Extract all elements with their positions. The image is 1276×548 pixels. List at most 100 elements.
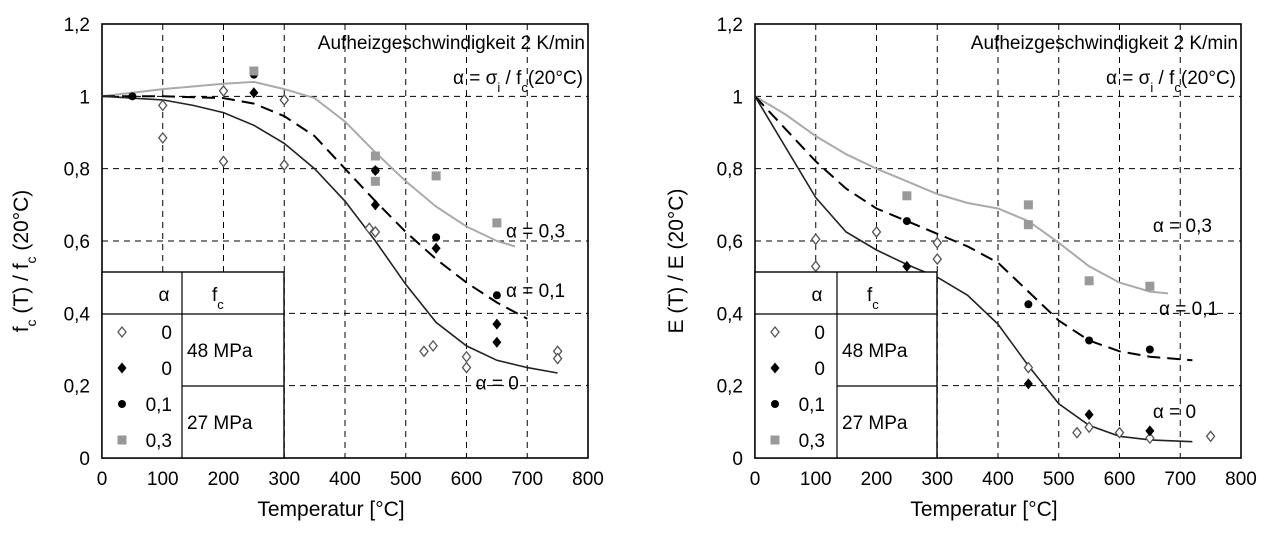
legend-table: α fc 0 0 0,1 0,3 48 MPa 27 MPa — [101, 271, 285, 459]
legend-marker-filled-circle — [771, 400, 779, 408]
alpha-definition: α = σi / fc(20°C) — [453, 68, 583, 95]
legend-marker-filled-circle — [118, 400, 126, 408]
y-tick-label: 1 — [732, 87, 743, 108]
data-point-open-diamond — [370, 225, 381, 238]
heating-rate-note: Aufheizgeschwindigkeit 2 K/min — [971, 33, 1238, 54]
legend-marker-filled-diamond — [770, 362, 780, 374]
legend-alpha-value: 0,3 — [146, 431, 172, 452]
legend-alpha-value: 0,1 — [146, 395, 172, 416]
curve-label: α = 0 — [476, 373, 519, 394]
x-tick-label: 300 — [268, 469, 300, 490]
x-tick-label: 600 — [451, 469, 483, 490]
x-tick-label: 800 — [1225, 469, 1257, 490]
data-point-filled-diamond — [1145, 425, 1155, 437]
data-point-open-diamond — [810, 260, 821, 273]
data-point-filled-circle — [128, 92, 137, 101]
data-point-filled-diamond — [431, 242, 441, 254]
legend-alpha-value: 0 — [161, 323, 172, 344]
left-chart-panel: 0 100 200 300 400 500 600 700 800 0 0,2 0,4 0,6 0,8 1 1… — [10, 15, 604, 521]
y-tick-label: 0,2 — [64, 377, 90, 398]
data-point-open-diamond — [364, 222, 375, 235]
y-tick-label: 0 — [732, 449, 743, 470]
data-point-filled-diamond — [1084, 409, 1094, 421]
data-point-filled-circle — [432, 233, 441, 242]
curve-solid-gray — [101, 80, 516, 248]
data-point-open-diamond — [461, 350, 472, 363]
data-point-gray-square — [492, 218, 502, 228]
data-point-filled-circle — [1085, 336, 1094, 345]
legend-marker-open-diamond — [117, 325, 127, 339]
alpha-definition: α = σi / fc(20°C) — [1106, 68, 1236, 95]
curve-label: α = 0,1 — [1159, 299, 1218, 320]
curve-dashed-black — [102, 95, 528, 320]
legend-frame — [101, 271, 285, 459]
x-tick-label: 800 — [572, 469, 604, 490]
data-point-filled-diamond — [492, 336, 502, 348]
data-point-open-diamond — [932, 236, 943, 249]
y-axis-label: fc (T) / fc (20°C) — [10, 190, 39, 333]
y-tick-label: 0,6 — [717, 232, 743, 253]
data-point-open-diamond — [157, 131, 168, 144]
y-tick-label: 1 — [79, 87, 90, 108]
data-point-filled-circle — [902, 217, 911, 226]
x-tick-label: 200 — [208, 469, 240, 490]
data-point-filled-circle — [492, 291, 501, 300]
data-point-gray-square — [1023, 200, 1033, 210]
legend-alpha-value: 0 — [161, 359, 172, 380]
x-tick-label: 200 — [861, 469, 893, 490]
x-tick-label: 600 — [1104, 469, 1136, 490]
data-point-open-diamond — [157, 99, 168, 112]
legend-alpha-value: 0 — [814, 359, 825, 380]
curve-label: α = 0,3 — [1153, 216, 1212, 237]
data-point-filled-circle — [1145, 345, 1154, 354]
curve-label: α = 0 — [1153, 402, 1196, 423]
data-point-gray-square — [431, 171, 441, 181]
data-point-open-diamond — [1072, 426, 1082, 439]
curve-label: α = 0,1 — [506, 281, 565, 302]
data-point-open-diamond — [1145, 432, 1155, 445]
y-tick-label: 0,8 — [64, 160, 90, 181]
legend-table: α fc 0 0 0,1 0,3 48 MPa 27 MPa — [754, 271, 938, 459]
data-point-gray-square — [370, 176, 380, 186]
y-tick-label: 0,4 — [717, 304, 744, 325]
legend-strength-value: 48 MPa — [842, 341, 908, 362]
y-tick-label: 0,8 — [717, 160, 743, 181]
curve-dashed-black — [754, 95, 1193, 362]
y-tick-label: 1,2 — [64, 15, 90, 36]
data-point-open-diamond — [1205, 430, 1216, 443]
y-tick-label: 0,4 — [64, 304, 91, 325]
data-point-open-diamond — [932, 253, 943, 266]
data-point-open-diamond — [810, 233, 821, 246]
data-point-open-diamond — [552, 352, 563, 365]
x-tick-label: 100 — [147, 469, 179, 490]
data-point-filled-diamond — [902, 260, 912, 272]
x-tick-label: 0 — [750, 469, 761, 490]
x-tick-label: 400 — [982, 469, 1014, 490]
legend-marker-filled-diamond — [117, 362, 127, 374]
data-point-gray-square — [370, 151, 380, 161]
curve-label: α = 0,3 — [506, 221, 565, 242]
x-tick-label: 700 — [1164, 469, 1196, 490]
curve-solid-black — [754, 95, 1193, 443]
legend-marker-open-diamond — [770, 325, 780, 339]
data-point-gray-square — [1084, 276, 1094, 286]
data-point-open-diamond — [279, 93, 290, 106]
y-tick-label: 0,6 — [64, 232, 90, 253]
x-tick-label: 0 — [97, 469, 108, 490]
y-tick-label: 1,2 — [717, 15, 743, 36]
data-point-open-diamond — [218, 155, 229, 168]
legend-strength-value: 27 MPa — [842, 413, 908, 434]
curve-solid-gray — [754, 95, 1169, 295]
data-point-filled-circle — [1024, 300, 1033, 309]
legend-header-fc: fc — [212, 285, 224, 312]
legend-alpha-value: 0,3 — [799, 431, 825, 452]
data-point-filled-diamond — [249, 87, 259, 99]
legend-header-alpha: α — [812, 285, 823, 306]
x-tick-label: 300 — [921, 469, 953, 490]
data-point-filled-diamond — [492, 318, 502, 330]
right-chart-panel: 0 100 200 300 400 500 600 700 800 0 0,2 0,4 0,6 0,8 1 1… — [665, 15, 1257, 521]
legend-frame — [754, 271, 938, 459]
legend-alpha-value: 0,1 — [799, 395, 825, 416]
data-point-filled-diamond — [370, 199, 380, 211]
